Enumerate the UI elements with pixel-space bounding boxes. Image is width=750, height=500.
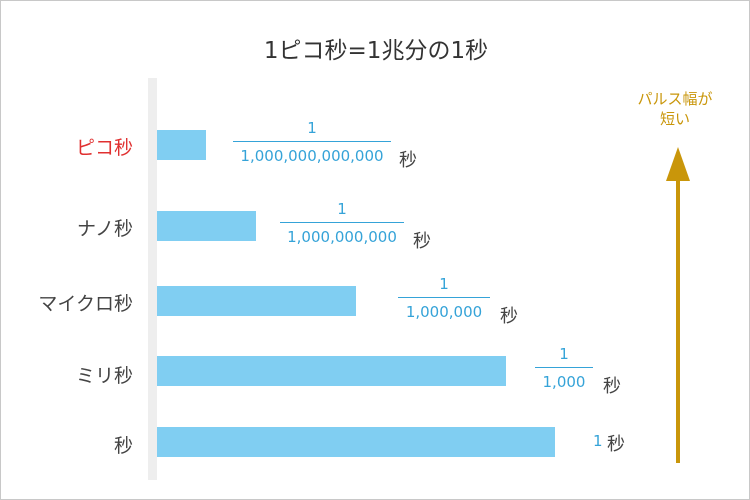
value-one: 1 xyxy=(593,432,603,450)
unit-label: 秒 xyxy=(603,376,621,397)
arrow-label-line1: パルス幅が xyxy=(637,90,713,108)
bar-nano xyxy=(157,211,256,241)
arrow-label-line2: 短い xyxy=(659,110,690,128)
row-label-pico: ピコ秒 xyxy=(75,137,133,159)
fraction-line xyxy=(535,367,593,368)
fraction-denominator: 1,000 xyxy=(542,373,586,391)
diagram-title: 1ピコ秒=1兆分の1秒 xyxy=(263,38,489,64)
unit-label: 秒 xyxy=(500,306,518,327)
row-label-second: 秒 xyxy=(113,435,133,457)
row-label-milli: ミリ秒 xyxy=(75,365,133,387)
fraction-denominator: 1,000,000,000 xyxy=(287,228,397,246)
unit-label: 秒 xyxy=(399,150,417,171)
bar-milli xyxy=(157,356,506,386)
fraction-denominator: 1,000,000,000,000 xyxy=(240,147,384,165)
arrow-label: パルス幅が 短い xyxy=(619,89,731,129)
fraction-line xyxy=(398,297,490,298)
fraction-numerator: 1 xyxy=(337,200,347,218)
fraction-numerator: 1 xyxy=(439,275,449,293)
fraction-line xyxy=(233,141,391,142)
fraction-numerator: 1 xyxy=(307,119,317,137)
unit-label: 秒 xyxy=(413,231,431,252)
fraction-numerator: 1 xyxy=(559,345,569,363)
row-label-micro: マイクロ秒 xyxy=(38,293,133,315)
bar-second xyxy=(157,427,555,457)
up-arrow-icon xyxy=(666,147,690,463)
unit-label: 秒 xyxy=(607,434,625,455)
fraction-denominator: 1,000,000 xyxy=(405,303,483,321)
vertical-axis xyxy=(148,78,157,480)
row-label-nano: ナノ秒 xyxy=(76,218,133,240)
fraction-line xyxy=(280,222,404,223)
bar-pico xyxy=(157,130,206,160)
bar-micro xyxy=(157,286,356,316)
